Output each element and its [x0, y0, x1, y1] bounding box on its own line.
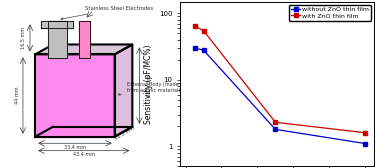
Polygon shape	[115, 45, 132, 137]
Legend: without ZnO thin film, with ZnO thin film: without ZnO thin film, with ZnO thin fil…	[289, 5, 371, 20]
with ZnO thin film	[273, 121, 278, 123]
without ZnO thin film	[363, 143, 367, 145]
Text: 42.7 mm: 42.7 mm	[147, 75, 152, 97]
with ZnO thin film	[201, 30, 206, 32]
Text: 16.5 mm: 16.5 mm	[21, 27, 26, 49]
without ZnO thin film	[201, 49, 206, 51]
Y-axis label: Sensitivity (pF/MC%): Sensitivity (pF/MC%)	[144, 44, 153, 124]
with ZnO thin film	[192, 25, 197, 27]
Polygon shape	[35, 45, 132, 54]
Polygon shape	[35, 54, 115, 137]
Text: External Body (made
from acrylic material): External Body (made from acrylic materia…	[118, 82, 180, 95]
without ZnO thin film	[273, 128, 278, 130]
without ZnO thin film	[192, 47, 197, 49]
Text: Stainless Steel Electrodes: Stainless Steel Electrodes	[61, 6, 153, 20]
Line: with ZnO thin film: with ZnO thin film	[193, 24, 367, 134]
Text: 43.4 mm: 43.4 mm	[73, 152, 95, 157]
Text: 11.5 mm: 11.5 mm	[115, 126, 136, 141]
Polygon shape	[79, 22, 90, 58]
Polygon shape	[35, 127, 132, 137]
Text: 33.4 mm: 33.4 mm	[64, 145, 86, 150]
Text: 44 mm: 44 mm	[15, 87, 20, 104]
Polygon shape	[48, 22, 67, 58]
Line: without ZnO thin film: without ZnO thin film	[193, 46, 367, 145]
Polygon shape	[42, 22, 73, 28]
with ZnO thin film	[363, 132, 367, 134]
